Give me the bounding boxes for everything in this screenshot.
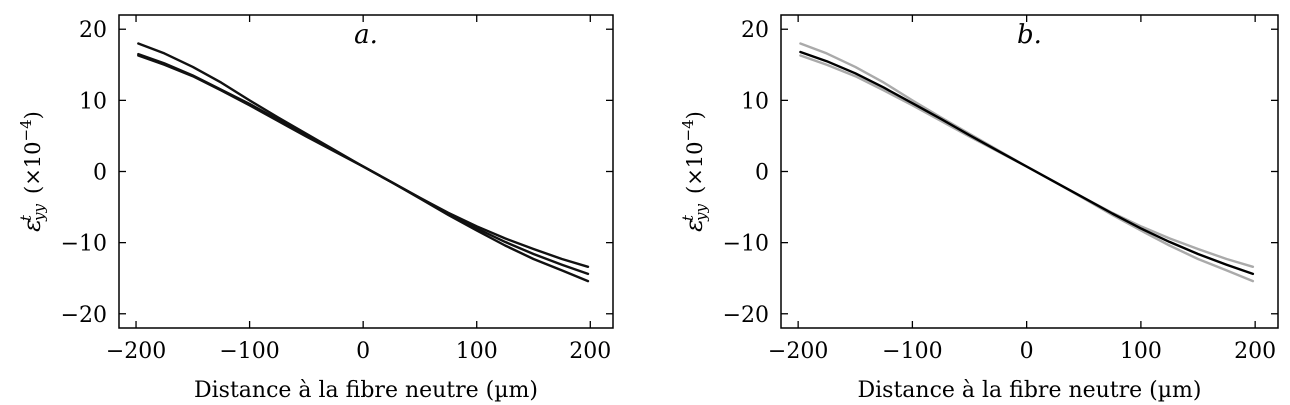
series-line-2	[800, 56, 1253, 267]
x-tick-label: 200	[1234, 339, 1276, 364]
y-tick-label: 20	[741, 18, 769, 43]
x-tick-label: −100	[219, 339, 279, 364]
y-axis-label-unit-close: )	[683, 111, 707, 119]
y-tick-label: 0	[93, 161, 107, 186]
y-tick-label: −10	[723, 232, 769, 257]
y-axis-label-unit-exponent: −4	[679, 119, 697, 141]
y-tick-label: 20	[79, 18, 107, 43]
x-axis-label: Distance à la fibre neutre (µm)	[857, 378, 1201, 403]
y-axis-label-subscript: yy	[692, 203, 710, 221]
y-tick-label: 10	[79, 89, 107, 114]
y-axis-label-unit: (×10	[683, 141, 707, 194]
series-line-1	[138, 44, 588, 282]
y-tick-label: −10	[61, 232, 107, 257]
x-axis-label: Distance à la fibre neutre (µm)	[194, 378, 538, 403]
y-axis-label: εtyy(×10−4)	[17, 111, 48, 232]
y-axis-label: εtyy(×10−4)	[679, 111, 710, 232]
x-tick-label: 200	[569, 339, 611, 364]
x-tick-label: −100	[882, 339, 942, 364]
series-line-2	[138, 54, 588, 274]
y-tick-label: −20	[61, 303, 107, 328]
y-tick-label: −20	[723, 303, 769, 328]
series-line-3	[138, 56, 588, 267]
y-axis-label-subscript: yy	[30, 203, 48, 221]
y-axis-label-unit: (×10	[21, 141, 45, 194]
plot-frame	[781, 15, 1278, 328]
x-tick-label: 100	[456, 339, 498, 364]
panel-title: a.	[354, 20, 378, 50]
x-tick-label: 0	[1020, 339, 1034, 364]
x-tick-label: −200	[768, 339, 828, 364]
y-tick-label: 0	[755, 161, 769, 186]
x-tick-label: −200	[106, 339, 166, 364]
x-tick-label: 0	[356, 339, 370, 364]
y-axis-label-unit-exponent: −4	[17, 119, 35, 141]
y-axis-label-unit-close: )	[21, 111, 45, 119]
panel-title: b.	[1017, 20, 1042, 50]
plot-frame	[119, 15, 613, 328]
x-tick-label: 100	[1120, 339, 1162, 364]
y-tick-label: 10	[741, 89, 769, 114]
series-line-3	[800, 52, 1253, 274]
